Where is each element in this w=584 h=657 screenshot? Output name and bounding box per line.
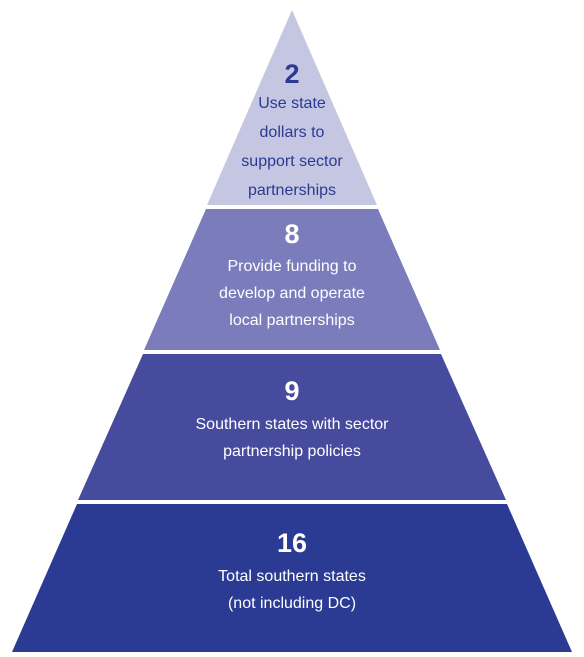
level-number: 16 [277, 528, 307, 558]
level-label: support sector [241, 153, 343, 170]
level-number: 9 [284, 376, 299, 406]
level-label: Use state [258, 95, 326, 112]
level-label: partnership policies [223, 443, 361, 460]
level-2-band [144, 209, 440, 350]
level-label: local partnerships [229, 312, 354, 329]
level-3-band [78, 354, 506, 500]
level-4-band [12, 504, 572, 652]
level-label: develop and operate [219, 285, 365, 302]
level-label: partnerships [248, 182, 336, 199]
level-label: Provide funding to [228, 258, 357, 275]
level-label: (not including DC) [228, 595, 356, 612]
level-label: Total southern states [218, 568, 366, 585]
level-number: 8 [284, 219, 299, 249]
level-1-band [207, 10, 377, 205]
level-label: dollars to [260, 124, 325, 141]
level-label: Southern states with sector [196, 416, 390, 433]
level-number: 2 [284, 59, 299, 89]
